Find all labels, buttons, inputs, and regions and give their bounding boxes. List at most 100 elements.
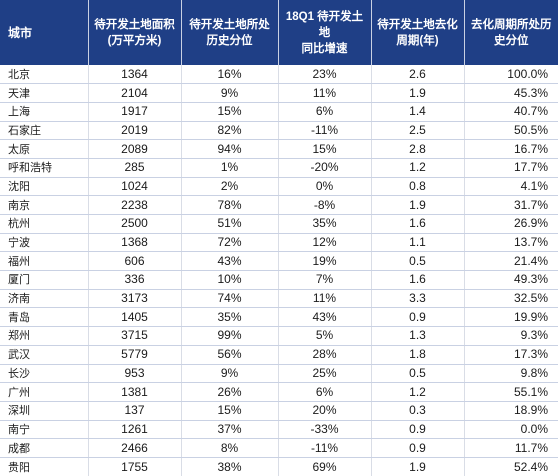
cell-period-percentile: 49.3% [464, 270, 558, 290]
cell-land-area: 1024 [88, 177, 182, 197]
header-land-area: 待开发土地面积 (万平方米) [88, 0, 182, 65]
cell-yoy-growth: -11% [278, 438, 372, 458]
cell-period-percentile: 21.4% [464, 251, 558, 272]
cell-land-percentile: 38% [181, 457, 279, 476]
cell-yoy-growth: 7% [278, 270, 372, 290]
cell-yoy-growth: 11% [278, 289, 372, 309]
cell-yoy-growth: 20% [278, 401, 372, 421]
cell-land-area: 3173 [88, 289, 182, 309]
cell-land-area: 285 [88, 158, 182, 178]
cell-destock-period: 2.5 [371, 121, 465, 141]
header-yoy-growth: 18Q1 待开发土地 同比增速 [278, 0, 372, 65]
cell-destock-period: 1.9 [371, 195, 465, 215]
cell-city: 青岛 [0, 307, 89, 328]
cell-destock-period: 1.9 [371, 457, 465, 476]
cell-period-percentile: 40.7% [464, 102, 558, 122]
cell-period-percentile: 16.7% [464, 139, 558, 159]
table-row: 青岛 1405 35% 43% 0.9 19.9% [0, 307, 558, 328]
cell-city: 南宁 [0, 420, 89, 440]
cell-city: 南京 [0, 195, 89, 215]
cell-land-area: 2238 [88, 195, 182, 215]
cell-yoy-growth: 11% [278, 83, 372, 103]
cell-city: 福州 [0, 251, 89, 272]
header-period-percentile: 去化周期所处历 史分位 [464, 0, 558, 65]
cell-land-percentile: 35% [181, 307, 279, 328]
cell-yoy-growth: 25% [278, 364, 372, 384]
cell-land-area: 3715 [88, 326, 182, 346]
table-row: 深圳 137 15% 20% 0.3 18.9% [0, 401, 558, 421]
header-land-percentile-line2: 历史分位 [206, 34, 253, 47]
table-row: 福州 606 43% 19% 0.5 21.4% [0, 251, 558, 272]
table-row: 广州 1381 26% 6% 1.2 55.1% [0, 382, 558, 402]
header-destock-period-line2: 周期(年) [396, 34, 439, 47]
cell-land-percentile: 78% [181, 195, 279, 215]
cell-period-percentile: 32.5% [464, 289, 558, 309]
cell-period-percentile: 45.3% [464, 83, 558, 103]
cell-city: 长沙 [0, 364, 89, 384]
header-destock-period-line1: 待开发土地去化 [377, 18, 458, 31]
cell-land-area: 2019 [88, 121, 182, 141]
table-row: 石家庄 2019 82% -11% 2.5 50.5% [0, 121, 558, 141]
cell-city: 呼和浩特 [0, 158, 89, 178]
cell-destock-period: 1.4 [371, 102, 465, 122]
table-row: 天津 2104 9% 11% 1.9 45.3% [0, 83, 558, 103]
cell-destock-period: 0.3 [371, 401, 465, 421]
cell-land-area: 2089 [88, 139, 182, 159]
table-row: 长沙 953 9% 25% 0.5 9.8% [0, 364, 558, 384]
table-row: 呼和浩特 285 1% -20% 1.2 17.7% [0, 158, 558, 178]
header-land-area-line2: (万平方米) [107, 34, 162, 47]
cell-land-percentile: 72% [181, 233, 279, 253]
cell-period-percentile: 31.7% [464, 195, 558, 215]
cell-period-percentile: 52.4% [513, 459, 548, 474]
cell-land-area: 1364 [88, 65, 182, 85]
cell-period-percentile: 26.9% [464, 214, 558, 234]
table-row: 武汉 5779 56% 28% 1.8 17.3% [0, 345, 558, 365]
cell-destock-period: 1.2 [371, 382, 465, 402]
cell-land-percentile: 37% [181, 420, 279, 440]
cell-yoy-growth: -20% [278, 158, 372, 178]
cell-land-area: 1368 [88, 233, 182, 253]
cell-land-percentile: 15% [181, 102, 279, 122]
cell-city: 天津 [0, 83, 89, 103]
table-row: 太原 2089 94% 15% 2.8 16.7% [0, 139, 558, 159]
cell-yoy-growth: 6% [278, 382, 372, 402]
cell-land-percentile: 26% [181, 382, 279, 402]
cell-period-percentile: 9.3% [464, 326, 558, 346]
cell-land-area: 2104 [88, 83, 182, 103]
cell-city: 广州 [0, 382, 89, 402]
cell-city: 沈阳 [0, 177, 89, 197]
cell-period-percentile: 19.9% [464, 307, 558, 328]
cell-city: 郑州 [0, 326, 89, 346]
cell-yoy-growth: -8% [278, 195, 372, 215]
cell-destock-period: 2.6 [371, 65, 465, 85]
header-row: 城市 待开发土地面积 (万平方米) 待开发土地所处 历史分位 18Q1 待开发土… [0, 0, 558, 65]
header-period-percentile-line2: 史分位 [494, 34, 529, 47]
cell-yoy-growth: 6% [278, 102, 372, 122]
cell-destock-period: 0.9 [371, 307, 465, 328]
cell-period-percentile: 50.5% [464, 121, 558, 141]
cell-land-area: 2500 [88, 214, 182, 234]
cell-destock-period: 1.1 [371, 233, 465, 253]
table-row: 上海 1917 15% 6% 1.4 40.7% [0, 102, 558, 122]
cell-yoy-growth: 5% [278, 326, 372, 346]
cell-city: 上海 [0, 102, 89, 122]
header-yoy-growth-line1: 18Q1 待开发土地 [285, 10, 364, 39]
cell-city: 太原 [0, 139, 89, 159]
cell-land-area: 1261 [88, 420, 182, 440]
cell-yoy-growth: 43% [278, 307, 372, 328]
cell-city: 杭州 [0, 214, 89, 234]
header-land-percentile-line1: 待开发土地所处 [189, 18, 270, 31]
table-body: 北京 1364 16% 23% 2.6 100.0% 天津 2104 9% 11% 1.9 45.3… [0, 65, 558, 476]
table-row: 成都 2466 8% -11% 0.9 11.7% [0, 438, 558, 458]
cell-land-area: 1381 [88, 382, 182, 402]
cell-land-area: 953 [88, 364, 182, 384]
cell-land-area: 1917 [88, 102, 182, 122]
cell-destock-period: 1.6 [371, 270, 465, 290]
cell-land-area: 5779 [88, 345, 182, 365]
cell-period-percentile: 13.7% [464, 233, 558, 253]
cell-destock-period: 1.9 [371, 83, 465, 103]
cell-city: 济南 [0, 289, 89, 309]
cell-period-percentile: 9.8% [464, 364, 558, 384]
header-destock-period: 待开发土地去化 周期(年) [371, 0, 465, 65]
cell-yoy-growth: 19% [278, 251, 372, 272]
